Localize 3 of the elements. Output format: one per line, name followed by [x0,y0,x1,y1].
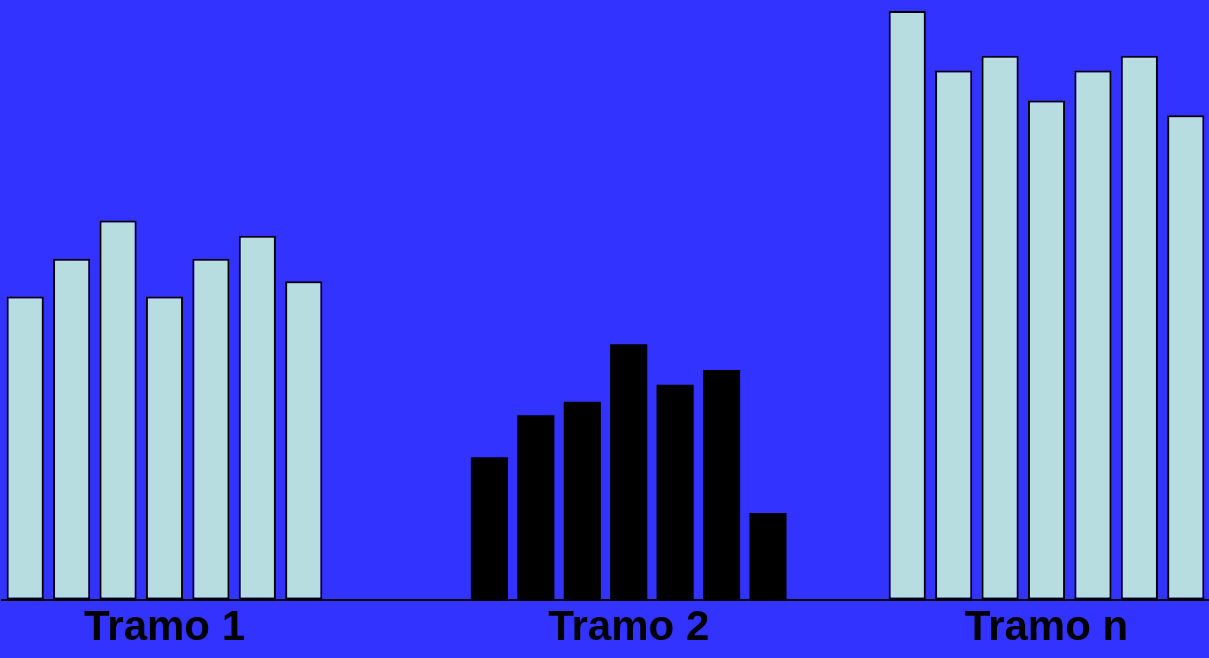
x-tick-label: Tramo 2 [548,602,710,650]
x-tick-label: Tramo 1 [83,602,246,650]
x-tick-label: Tramo n [964,602,1129,650]
